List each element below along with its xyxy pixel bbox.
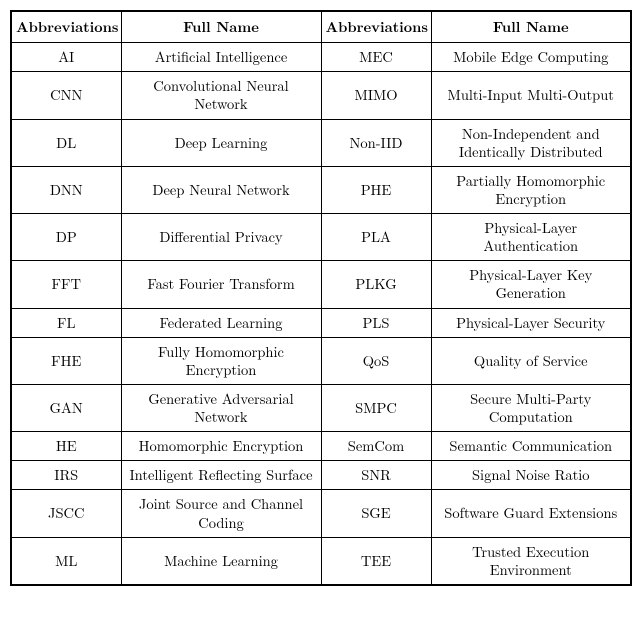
abbr-cell: PLKG [321, 261, 431, 308]
abbr-cell: TEE [321, 537, 431, 585]
table-row: DLDeep LearningNon-IIDNon-Independent an… [11, 119, 631, 166]
col-header-full-2: Full Name [431, 11, 631, 43]
fullname-cell: Convolutional Neural Network [121, 72, 321, 119]
abbr-cell: PLA [321, 214, 431, 261]
abbr-cell: SemCom [321, 432, 431, 461]
table-row: HEHomomorphic EncryptionSemComSemantic C… [11, 432, 631, 461]
abbr-cell: DL [11, 119, 121, 166]
fullname-cell: Differential Privacy [121, 214, 321, 261]
abbr-cell: DP [11, 214, 121, 261]
fullname-cell: Secure Multi-Party Computation [431, 384, 631, 431]
fullname-cell: Deep Learning [121, 119, 321, 166]
fullname-cell: Trusted Execution Environment [431, 537, 631, 585]
abbr-cell: PHE [321, 166, 431, 213]
abbr-cell: HE [11, 432, 121, 461]
table-row: DPDifferential PrivacyPLAPhysical-Layer … [11, 214, 631, 261]
table-row: GANGenerative Adversarial NetworkSMPCSec… [11, 384, 631, 431]
fullname-cell: Physical-Layer Authentication [431, 214, 631, 261]
fullname-cell: Fast Fourier Transform [121, 261, 321, 308]
table-row: IRSIntelligent Reflecting SurfaceSNRSign… [11, 461, 631, 490]
table-header-row: Abbreviations Full Name Abbreviations Fu… [11, 11, 631, 43]
table-row: CNNConvolutional Neural NetworkMIMOMulti… [11, 72, 631, 119]
table-row: DNNDeep Neural NetworkPHEPartially Homom… [11, 166, 631, 213]
fullname-cell: Semantic Communication [431, 432, 631, 461]
abbr-cell: MEC [321, 43, 431, 72]
fullname-cell: Machine Learning [121, 537, 321, 585]
col-header-abbr-2: Abbreviations [321, 11, 431, 43]
fullname-cell: Non-Independent and Identically Distribu… [431, 119, 631, 166]
fullname-cell: Quality of Service [431, 337, 631, 384]
abbr-cell: ML [11, 537, 121, 585]
abbr-cell: FL [11, 308, 121, 337]
abbr-cell: SNR [321, 461, 431, 490]
abbr-cell: PLS [321, 308, 431, 337]
col-header-full-1: Full Name [121, 11, 321, 43]
fullname-cell: Physical-Layer Security [431, 308, 631, 337]
fullname-cell: Federated Learning [121, 308, 321, 337]
abbr-cell: FFT [11, 261, 121, 308]
fullname-cell: Homomorphic Encryption [121, 432, 321, 461]
abbr-cell: CNN [11, 72, 121, 119]
fullname-cell: Fully Homomorphic Encryption [121, 337, 321, 384]
fullname-cell: Partially Homomorphic Encryption [431, 166, 631, 213]
table-body: AIArtificial IntelligenceMECMobile Edge … [11, 43, 631, 585]
fullname-cell: Signal Noise Ratio [431, 461, 631, 490]
abbr-cell: QoS [321, 337, 431, 384]
abbr-cell: DNN [11, 166, 121, 213]
abbr-cell: SGE [321, 490, 431, 537]
fullname-cell: Generative Adversarial Network [121, 384, 321, 431]
table-row: AIArtificial IntelligenceMECMobile Edge … [11, 43, 631, 72]
abbr-cell: Non-IID [321, 119, 431, 166]
table-row: FLFederated LearningPLSPhysical-Layer Se… [11, 308, 631, 337]
abbr-cell: GAN [11, 384, 121, 431]
abbr-cell: FHE [11, 337, 121, 384]
abbr-cell: JSCC [11, 490, 121, 537]
abbr-cell: AI [11, 43, 121, 72]
col-header-abbr-1: Abbreviations [11, 11, 121, 43]
abbr-cell: IRS [11, 461, 121, 490]
fullname-cell: Deep Neural Network [121, 166, 321, 213]
table-row: FFTFast Fourier TransformPLKGPhysical-La… [11, 261, 631, 308]
table-row: MLMachine LearningTEETrusted Execution E… [11, 537, 631, 585]
fullname-cell: Joint Source and Channel Coding [121, 490, 321, 537]
fullname-cell: Artificial Intelligence [121, 43, 321, 72]
fullname-cell: Physical-Layer Key Generation [431, 261, 631, 308]
abbreviations-table: Abbreviations Full Name Abbreviations Fu… [10, 10, 632, 586]
fullname-cell: Intelligent Reflecting Surface [121, 461, 321, 490]
fullname-cell: Mobile Edge Computing [431, 43, 631, 72]
abbr-cell: SMPC [321, 384, 431, 431]
fullname-cell: Software Guard Extensions [431, 490, 631, 537]
abbr-cell: MIMO [321, 72, 431, 119]
table-row: FHEFully Homomorphic EncryptionQoSQualit… [11, 337, 631, 384]
table-row: JSCCJoint Source and Channel CodingSGESo… [11, 490, 631, 537]
fullname-cell: Multi-Input Multi-Output [431, 72, 631, 119]
